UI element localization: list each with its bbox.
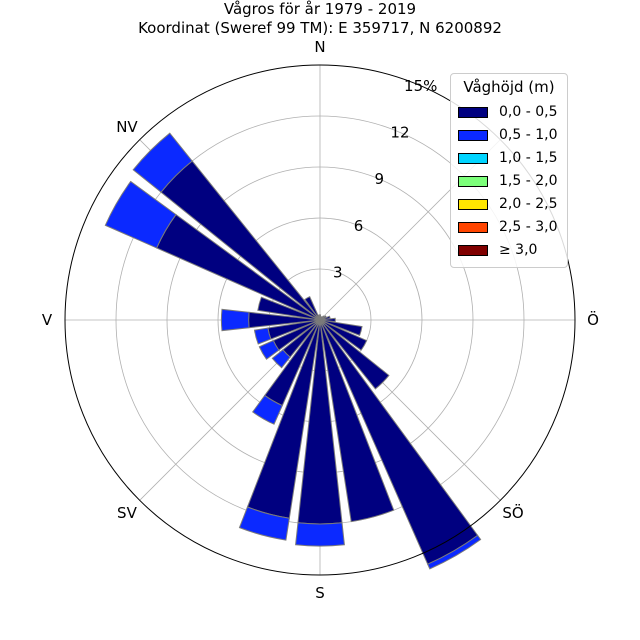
radial-tick-label: 3 (333, 263, 343, 281)
chart-subtitle: Koordinat (Sweref 99 TM): E 359717, N 62… (138, 19, 502, 37)
legend-swatch (458, 152, 488, 164)
legend-swatch (458, 244, 488, 256)
rose-bar (220, 308, 250, 332)
legend-item: 0,5 - 1,0 (458, 127, 557, 143)
rose-bar (252, 394, 283, 425)
rose-bar (427, 534, 482, 570)
legend-item: 0,0 - 0,5 (458, 104, 557, 120)
legend-item: 2,0 - 2,5 (458, 196, 557, 212)
rose-bar (238, 506, 290, 541)
legend-swatch (458, 198, 488, 210)
rose-bar (317, 314, 321, 321)
direction-label: SÖ (502, 503, 523, 522)
legend-swatch (458, 175, 488, 187)
direction-label: V (42, 311, 53, 329)
direction-label: S (315, 584, 325, 602)
legend-label: 1,0 - 1,5 (499, 150, 558, 166)
radial-tick-label: 9 (374, 170, 384, 188)
rose-bar (319, 319, 390, 390)
legend-item: 1,0 - 1,5 (458, 150, 557, 166)
legend-swatch (458, 221, 488, 233)
outer-circle (64, 64, 576, 576)
chart-title: Vågros för år 1979 - 2019 (223, 0, 417, 18)
legend-item: ≥ 3,0 (458, 242, 537, 258)
rose-bar (132, 132, 193, 193)
legend-label: ≥ 3,0 (499, 242, 538, 258)
direction-label: SV (117, 504, 138, 522)
rose-bar (304, 296, 321, 321)
radial-tick-label: 12 (390, 124, 409, 142)
rose-bar (257, 296, 321, 321)
direction-label: Ö (587, 310, 599, 329)
legend-title: Våghöjd (m) (463, 78, 555, 96)
legend-label: 1,5 - 2,0 (499, 173, 558, 189)
rose-bar (104, 180, 177, 249)
legend-swatch (458, 106, 488, 118)
rose-bar (271, 349, 291, 369)
legend-label: 0,0 - 0,5 (499, 104, 558, 120)
rose-bar (253, 327, 272, 345)
direction-label: NV (116, 118, 138, 136)
rose-bar (319, 317, 336, 323)
legend-label: 0,5 - 1,0 (499, 127, 558, 143)
radial-tick-label: 6 (354, 217, 364, 235)
rose-bar (295, 522, 345, 547)
legend: Våghöjd (m) 0,0 - 0,5 0,5 - 1,0 1,0 - 1,… (450, 73, 568, 268)
rose-bar (319, 319, 395, 523)
direction-label: N (314, 38, 325, 56)
radial-tick-label: 15% (404, 77, 437, 95)
legend-label: 2,5 - 3,0 (499, 219, 558, 235)
legend-item: 2,5 - 3,0 (458, 219, 557, 235)
rose-bar (319, 319, 368, 351)
rose-bar (319, 319, 363, 337)
legend-swatch (458, 129, 488, 141)
legend-label: 2,0 - 2,5 (499, 196, 558, 212)
legend-item: 1,5 - 2,0 (458, 173, 557, 189)
rose-bar (258, 339, 280, 360)
